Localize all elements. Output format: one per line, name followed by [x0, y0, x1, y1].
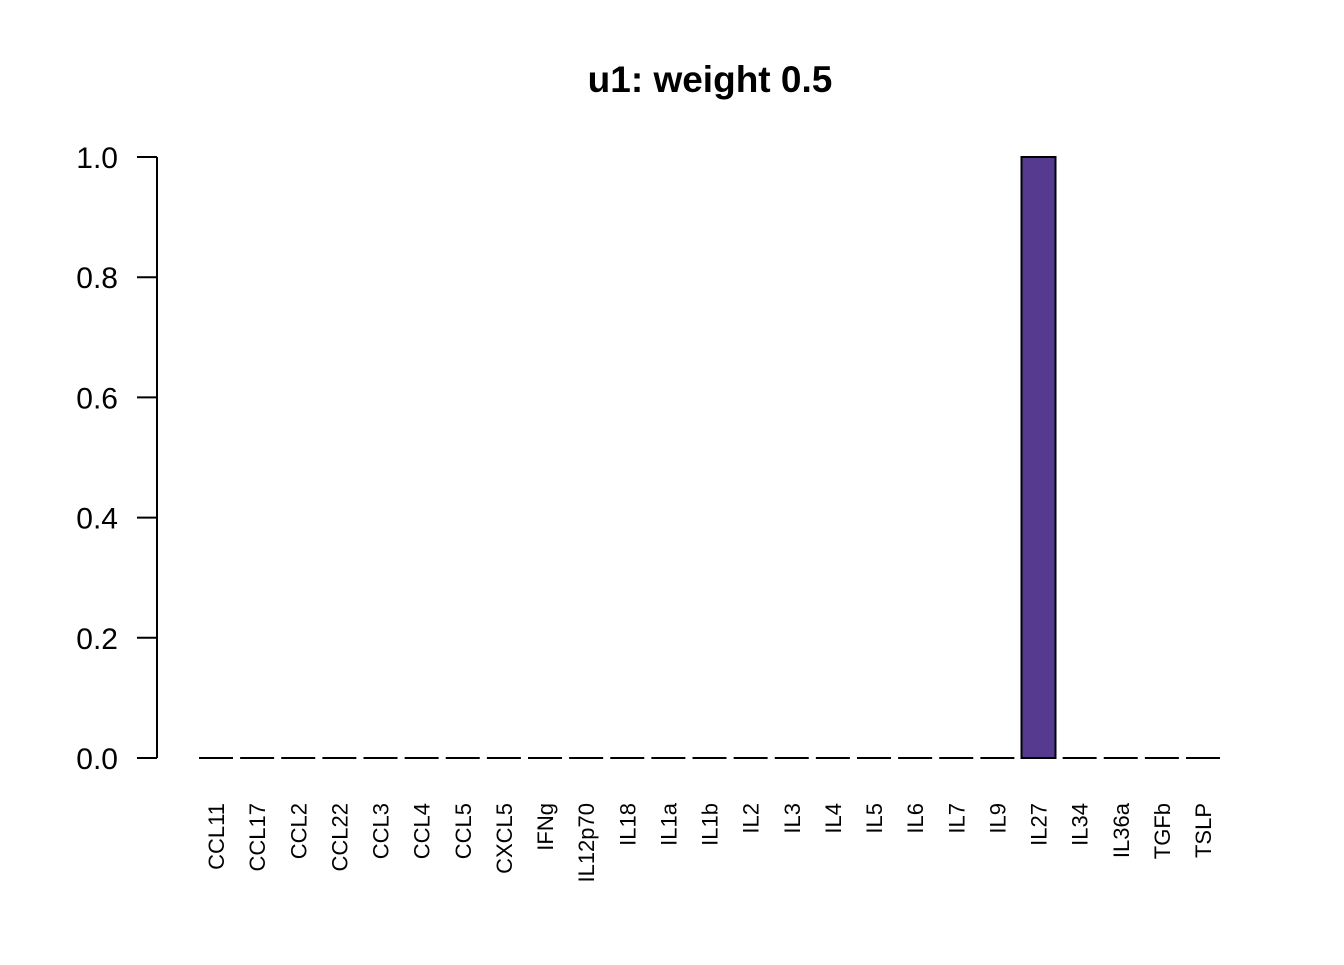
x-tick-label: CCL4	[410, 803, 435, 859]
x-tick-label: IL4	[821, 803, 846, 834]
x-tick-label: IL36a	[1109, 802, 1134, 858]
x-tick-label: IL2	[739, 803, 764, 834]
y-tick-label: 0.6	[76, 382, 118, 415]
y-tick-label: 0.2	[76, 623, 118, 656]
chart-title: u1: weight 0.5	[587, 59, 833, 100]
bar-il27	[1020, 156, 1057, 759]
x-tick-label: IL12p70	[574, 803, 599, 883]
x-tick-label: CCL2	[286, 803, 311, 859]
x-tick-label: IL7	[944, 803, 969, 834]
bars	[199, 156, 1220, 759]
x-tick-label: IL3	[780, 803, 805, 834]
x-tick-label: CCL11	[204, 803, 229, 870]
x-tick-label: CCL17	[245, 803, 270, 871]
x-tick-label: IL18	[615, 803, 640, 846]
x-tick-label: IL6	[903, 803, 928, 834]
x-tick-label: IL1b	[698, 803, 723, 846]
y-tick-label: 0.8	[76, 262, 118, 295]
x-tick-label: CCL22	[327, 803, 352, 871]
x-tick-label: TSLP	[1191, 803, 1216, 858]
x-tick-label: IL5	[862, 803, 887, 834]
x-tick-label: CCL3	[369, 803, 394, 859]
y-axis: 0.0 0.2 0.4 0.6 0.8 1.0	[76, 142, 158, 776]
y-tick-label: 1.0	[76, 142, 118, 175]
x-tick-label: IL34	[1068, 803, 1093, 846]
x-tick-label: CCL5	[451, 803, 476, 859]
x-tick-label: TGFb	[1150, 803, 1175, 859]
x-tick-label: CXCL5	[492, 803, 517, 874]
x-tick-label: IL27	[1027, 803, 1052, 846]
y-tick-label: 0.4	[76, 503, 118, 536]
x-tick-label: IL9	[985, 803, 1010, 834]
x-tick-labels: CCL11 CCL17 CCL2 CCL22 CCL3 CCL4 CCL5 CXCL5 IFNg…	[204, 802, 1216, 882]
y-tick-label: 0.0	[76, 743, 118, 776]
x-tick-label: IL1a	[656, 802, 681, 846]
x-tick-label: IFNg	[533, 803, 558, 851]
